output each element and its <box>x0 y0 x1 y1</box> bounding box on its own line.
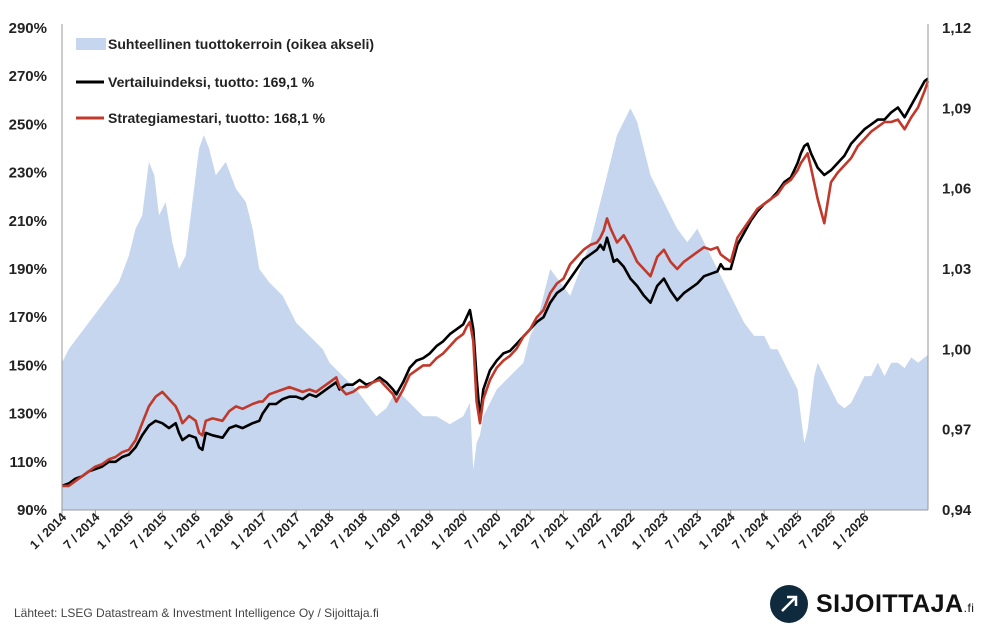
x-tick-label: 7 / 2014 <box>61 510 103 552</box>
x-tick-label: 1 / 2024 <box>696 510 738 552</box>
x-tick-label: 1 / 2026 <box>830 510 872 552</box>
series-line-benchmark <box>61 77 929 488</box>
legend-entry-label: Vertailuindeksi, tuotto: 169,1 % <box>108 74 315 90</box>
y-right-tick-label: 1,12 <box>942 20 971 37</box>
y-left-tick-label: 170% <box>9 309 47 326</box>
legend: Suhteellinen tuottokerroin (oikea akseli… <box>76 36 374 126</box>
sijoittaja-logo: SIJOITTAJA.fi <box>770 584 974 624</box>
y-right-tick-label: 1,00 <box>942 341 971 358</box>
x-tick-label: 7 / 2015 <box>128 510 170 552</box>
y-left-tick-label: 150% <box>9 357 47 374</box>
relative-return-area-layer <box>62 108 928 511</box>
y-left-tick-label: 90% <box>17 502 47 519</box>
x-tick-label: 7 / 2024 <box>729 510 771 552</box>
x-tick-label: 1 / 2016 <box>161 510 203 552</box>
x-tick-label: 7 / 2016 <box>194 510 236 552</box>
series-area-relative-return <box>62 108 928 511</box>
y-left-tick-label: 290% <box>9 20 47 37</box>
y-left-tick-label: 210% <box>9 213 47 230</box>
x-tick-label: 7 / 2018 <box>328 510 370 552</box>
logo-text: SIJOITTAJA.fi <box>816 590 974 619</box>
legend-entry-label: Strategiamestari, tuotto: 168,1 % <box>108 110 326 126</box>
y-left-tick-label: 110% <box>9 454 47 471</box>
legend-swatch-area <box>76 38 106 50</box>
logo-wordmark: SIJOITTAJA <box>816 589 964 618</box>
legend-entry-label: Suhteellinen tuottokerroin (oikea akseli… <box>108 36 374 52</box>
logo-suffix: .fi <box>963 600 975 615</box>
y-left-tick-label: 190% <box>9 261 47 278</box>
y-left-tick-label: 130% <box>9 406 47 423</box>
line-series-layer <box>61 77 930 488</box>
series-line-strategy <box>62 80 930 488</box>
x-tick-label: 1 / 2021 <box>495 510 537 552</box>
y-left-tick-label: 230% <box>9 165 47 182</box>
x-tick-label: 1 / 2018 <box>295 510 337 552</box>
y-right-tick-label: 0,94 <box>942 502 972 519</box>
y-right-tick-label: 1,09 <box>942 100 971 117</box>
source-note: Lähteet: LSEG Datastream & Investment In… <box>14 606 379 620</box>
y-left-tick-label: 250% <box>9 116 47 133</box>
x-tick-label: 7 / 2021 <box>529 510 571 552</box>
y-left-tick-label: 270% <box>9 68 47 85</box>
x-tick-label: 1 / 2025 <box>763 510 805 552</box>
x-tick-label: 7 / 2025 <box>796 510 838 552</box>
x-tick-label: 7 / 2023 <box>663 510 705 552</box>
x-tick-label: 7 / 2020 <box>462 510 504 552</box>
y-right-tick-label: 0,97 <box>942 422 971 439</box>
x-tick-label: 1 / 2015 <box>94 510 136 552</box>
x-tick-label: 1 / 2017 <box>228 510 270 552</box>
x-tick-label: 7 / 2019 <box>395 510 437 552</box>
x-tick-label: 1 / 2022 <box>562 510 604 552</box>
y-right-tick-label: 1,03 <box>942 261 971 278</box>
x-tick-label: 1 / 2019 <box>362 510 404 552</box>
x-tick-label: 7 / 2017 <box>261 510 303 552</box>
y-right-tick-label: 1,06 <box>942 181 971 198</box>
x-tick-label: 7 / 2022 <box>596 510 638 552</box>
arrow-circle-icon <box>770 585 808 623</box>
x-tick-label: 1 / 2023 <box>629 510 671 552</box>
x-tick-label: 1 / 2020 <box>429 510 471 552</box>
